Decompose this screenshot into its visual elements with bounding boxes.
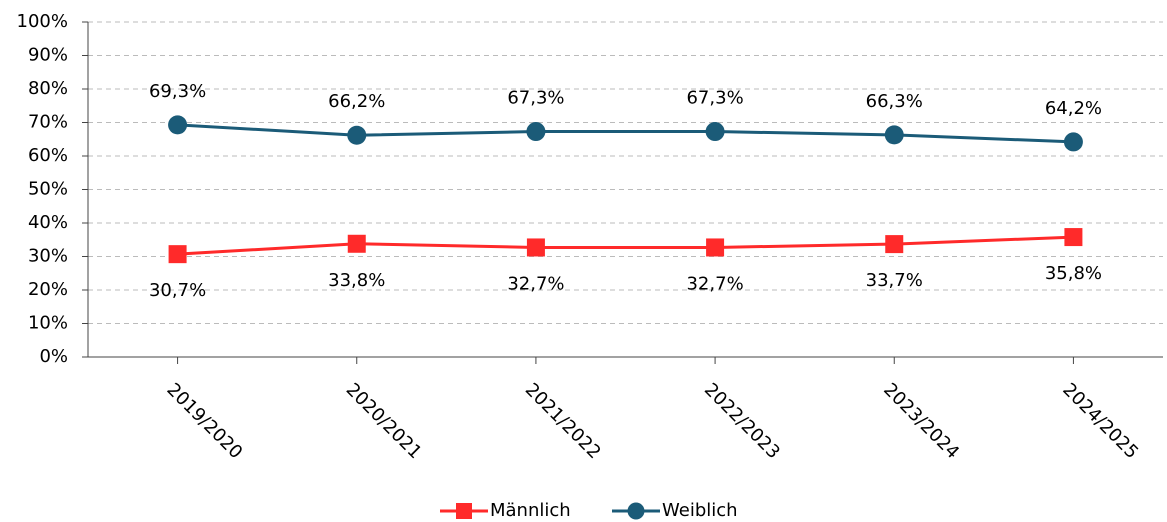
marker (168, 245, 187, 264)
x-tick-label: 2023/2024 (879, 379, 963, 463)
y-tick-label: 100% (17, 11, 68, 32)
data-label: 35,8% (1045, 263, 1102, 284)
x-tick-label: 2020/2021 (342, 379, 426, 463)
data-label: 32,7% (507, 273, 564, 294)
x-tick-label: 2024/2025 (1058, 379, 1142, 463)
y-tick-label: 60% (28, 145, 68, 166)
data-label: 67,3% (507, 88, 564, 109)
y-tick-label: 10% (28, 313, 68, 334)
legend-marker (627, 502, 645, 520)
line (177, 235, 1074, 256)
y-tick-label: 40% (28, 212, 68, 233)
marker (347, 234, 366, 253)
x-tick-label: 2019/2020 (163, 379, 247, 463)
marker (1063, 132, 1083, 152)
y-tick-label: 70% (28, 112, 68, 133)
data-label: 64,2% (1045, 98, 1102, 119)
y-tick-label: 20% (28, 279, 68, 300)
legend-label: Weiblich (662, 500, 738, 521)
marker (526, 238, 545, 257)
marker (705, 122, 725, 142)
marker (168, 115, 188, 135)
legend-label: Männlich (490, 500, 571, 521)
x-tick-label: 2022/2023 (700, 379, 784, 463)
data-label: 66,2% (328, 91, 385, 112)
data-label: 33,8% (328, 270, 385, 291)
y-tick-label: 90% (28, 45, 68, 66)
marker (526, 122, 546, 142)
y-tick-label: 30% (28, 246, 68, 267)
y-tick-label: 80% (28, 78, 68, 99)
marker (706, 238, 725, 257)
data-label: 30,7% (149, 280, 206, 301)
legend-marker (456, 503, 472, 519)
marker (884, 125, 904, 145)
marker (347, 125, 367, 145)
marker (1064, 228, 1083, 247)
marker (885, 235, 904, 254)
data-label: 33,7% (866, 270, 923, 291)
data-label: 67,3% (686, 88, 743, 109)
y-tick-label: 50% (28, 179, 68, 200)
data-label: 32,7% (686, 273, 743, 294)
x-tick-label: 2021/2022 (521, 379, 605, 463)
y-tick-label: 0% (39, 346, 68, 367)
data-label: 66,3% (866, 91, 923, 112)
data-label: 69,3% (149, 81, 206, 102)
line (177, 123, 1074, 144)
